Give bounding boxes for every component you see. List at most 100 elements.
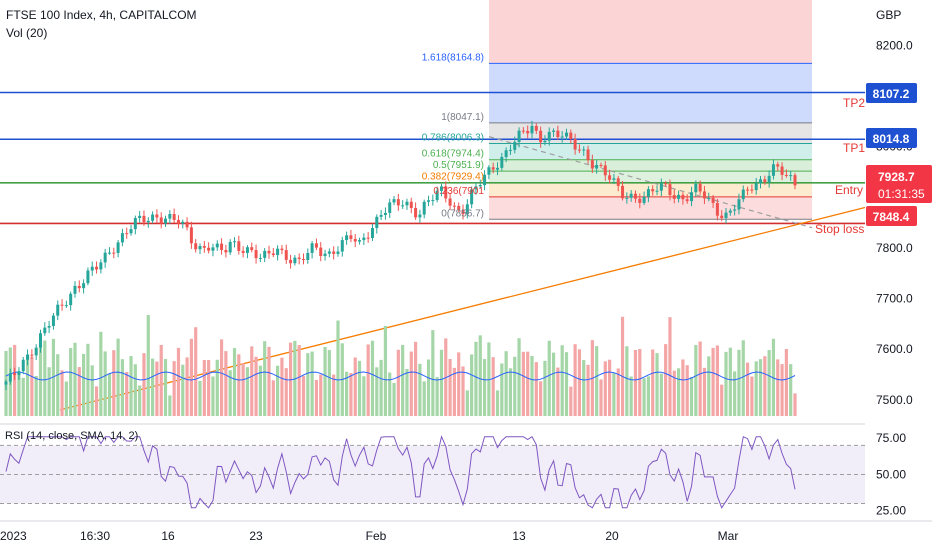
volume-bar [543,360,547,416]
candle-body [99,262,103,270]
candle-body [26,354,30,360]
candle-body [306,252,310,260]
candle-body [629,193,633,198]
candle-body [530,125,534,134]
candle-body [245,247,249,253]
candle-body [521,130,525,132]
volume-bar [224,351,228,416]
fib-zone-red [489,0,812,64]
candle-body [444,186,448,199]
candle-body [172,214,176,220]
volume-bar [771,338,776,416]
candle-body [17,371,21,375]
candle-body [340,240,344,252]
candle-body [86,270,90,284]
volume-bar [332,374,336,416]
fib-level-label: 0(7856.7) [441,208,484,219]
volume-bar [142,353,146,416]
candle-body [534,125,538,131]
candle-body [207,247,211,251]
volume-bar [168,395,172,416]
volume-bar [452,367,456,416]
volume-bar [284,368,288,416]
candles [4,120,797,391]
candle-body [353,238,357,242]
fib-level-label: 1(8047.1) [441,112,484,123]
current-price-tag: 7928.7 01:31:35 [866,165,932,203]
volume-bar [564,352,569,416]
candle-body [107,252,111,254]
volume-bar [353,357,357,416]
candle-body [741,189,745,200]
volume-bar [612,372,616,416]
volume-bar [94,386,99,416]
tp2-price-text: 8107.2 [873,87,910,101]
volume-bar [25,354,30,416]
candle-body [651,189,655,192]
candle-body [362,237,366,241]
price-tick-label: 7600.0 [876,342,913,356]
volume-bar [60,370,64,416]
candle-body [56,304,60,316]
volume-bar [733,371,737,416]
fib-band [489,196,812,220]
volume-bar [388,372,392,416]
volume-bar [362,376,366,416]
candle-body [233,241,237,243]
candle-body [539,130,543,143]
volume-bar [189,338,193,416]
candle-body [241,250,245,253]
rsi-axis[interactable]: 75.00 50.00 25.00 [876,431,906,518]
candle-body [125,233,129,235]
fib-level-label: 0.236(7901 [433,186,484,197]
volume-bar [784,348,788,416]
volume-bar [69,348,73,416]
volume-bar [267,346,271,416]
time-tick-label: Mar [718,529,739,543]
candle-body [500,156,504,168]
candle-body [176,219,180,224]
candle-body [625,197,629,199]
candle-body [258,257,262,259]
candle-body [414,207,418,218]
volume-bar [43,340,47,416]
volume-bar [577,349,582,416]
candle-body [220,243,224,251]
candle-body [284,250,288,260]
volume-bar [754,361,758,416]
candle-body [194,243,198,250]
volume-bar [357,360,362,416]
fib-band [489,171,812,183]
volume-bar [582,360,586,416]
volume-bar [482,359,487,416]
volume-bar [103,351,107,416]
volume-bar [258,365,262,416]
fib-level-label: 0.786(8006.3) [422,133,484,144]
candle-body [276,248,280,256]
fib-level-label: 0.618(7974.4) [422,149,484,160]
volume-ma-line [5,371,796,381]
candle-body [750,189,754,191]
candle-body [642,196,646,203]
volume-bar [159,344,163,416]
time-axis[interactable]: 2023 16:30 16 23 Feb 13 20 Mar [0,520,932,543]
candle-body [422,201,426,215]
volume-bar [470,354,474,416]
volume-bar [306,353,310,416]
candle-body [418,214,422,218]
volume-bar [198,380,202,416]
volume-bar [495,390,500,416]
candle-body [569,132,573,139]
volume-bar [228,370,232,416]
candle-body [457,205,461,210]
candle-body [388,202,392,213]
tp1-price-tag: 8014.8 [866,128,917,148]
volume-bar [599,379,603,416]
volume-bar [82,353,86,416]
candle-body [733,209,737,211]
candle-body [638,198,642,203]
rsi-indicator-label: RSI (14, close, SMA, 14, 2) [5,430,138,442]
volume-bar [750,376,754,416]
volume-bar [409,351,413,416]
